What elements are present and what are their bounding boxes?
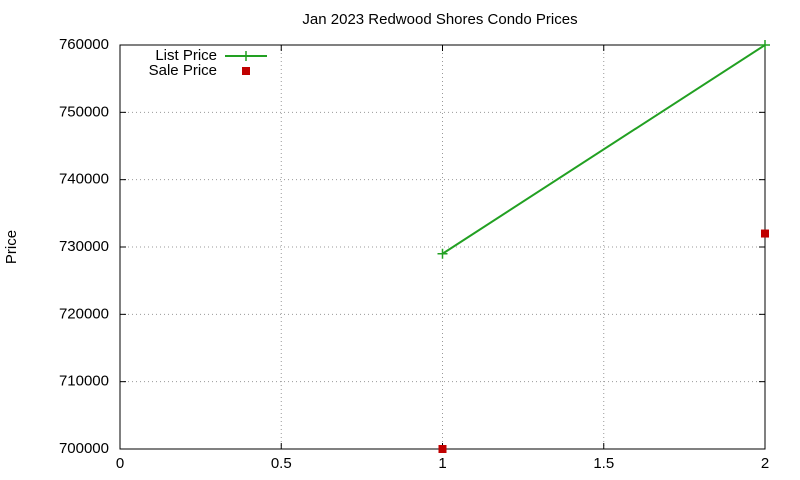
data-point	[437, 248, 448, 259]
data-point	[438, 445, 447, 453]
data-point	[760, 40, 770, 50]
legend-label: Sale Price	[149, 62, 217, 79]
y-tick-label: 760000	[59, 36, 109, 53]
legend-label: List Price	[155, 47, 217, 64]
chart-title: Jan 2023 Redwood Shores Condo Prices	[302, 11, 577, 28]
legend-swatch	[242, 67, 250, 75]
data-line	[441, 44, 766, 255]
y-axis-label: Price	[3, 230, 20, 264]
y-tick-label: 720000	[59, 305, 109, 322]
x-tick-label: 2	[761, 455, 769, 472]
x-tick-label: 1.5	[593, 455, 614, 472]
y-tick-label: 750000	[59, 103, 109, 120]
y-tick-label: 740000	[59, 171, 109, 188]
y-tick-label: 730000	[59, 238, 109, 255]
x-tick-label: 0.5	[271, 455, 292, 472]
x-tick-label: 1	[438, 455, 446, 472]
x-tick-label: 0	[116, 455, 124, 472]
legend-swatch	[241, 51, 251, 61]
y-tick-label: 700000	[59, 440, 109, 457]
y-tick-label: 710000	[59, 373, 109, 390]
data-point	[761, 229, 769, 238]
